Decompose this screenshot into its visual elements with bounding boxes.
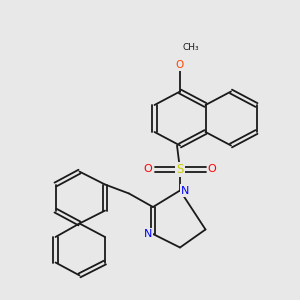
Text: O: O (143, 164, 152, 175)
Text: CH₃: CH₃ (182, 44, 199, 52)
Text: S: S (176, 163, 184, 176)
Text: O: O (208, 164, 217, 175)
Text: N: N (143, 229, 152, 239)
Text: O: O (176, 59, 184, 70)
Text: N: N (181, 185, 190, 196)
